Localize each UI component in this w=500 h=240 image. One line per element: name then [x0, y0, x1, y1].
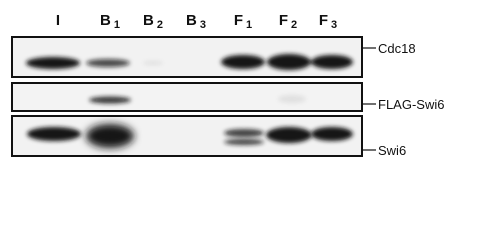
blot-panel — [11, 82, 363, 112]
band — [143, 61, 163, 65]
lane-subscript: 2 — [157, 19, 163, 31]
band — [224, 129, 264, 137]
band — [89, 96, 131, 104]
lane-subscript: 3 — [200, 19, 206, 31]
band — [311, 55, 353, 69]
lane-subscript: 3 — [331, 19, 337, 31]
lane-letter: B — [100, 12, 111, 29]
blot-label: Cdc18 — [378, 41, 416, 56]
band — [27, 127, 81, 141]
band — [26, 57, 80, 69]
band — [278, 95, 306, 103]
band — [266, 127, 312, 143]
band — [86, 59, 130, 67]
bands — [26, 54, 353, 70]
bands — [89, 95, 306, 104]
lane-letter: I — [56, 12, 60, 29]
lane-label: I — [56, 12, 60, 29]
lane-letter: F — [319, 12, 328, 29]
blot-label: FLAG-Swi6 — [378, 97, 444, 112]
band — [267, 54, 311, 70]
band — [221, 55, 265, 69]
blot-panel — [11, 36, 363, 78]
lane-letter: B — [143, 12, 154, 29]
lane-letter: F — [279, 12, 288, 29]
lane-letter: B — [186, 12, 197, 29]
bands — [27, 124, 353, 148]
lane-letter: F — [234, 12, 243, 29]
band — [224, 139, 264, 145]
lane-subscript: 1 — [246, 19, 252, 31]
band — [311, 127, 353, 141]
lane-subscript: 2 — [291, 19, 297, 31]
blot-label: Swi6 — [378, 143, 406, 158]
lane-subscript: 1 — [114, 19, 120, 31]
band — [86, 124, 134, 148]
